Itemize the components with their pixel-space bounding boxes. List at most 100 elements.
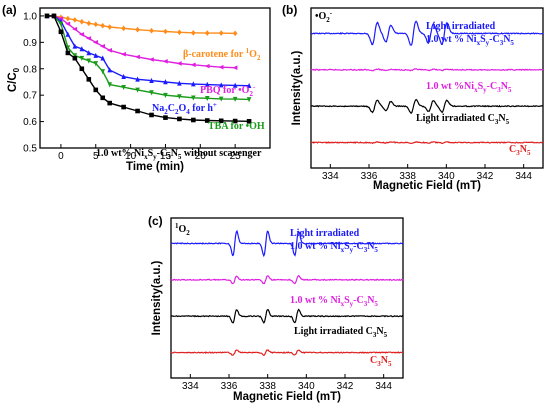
panel-c-species: 1O2 (175, 222, 190, 237)
panel-a-ticks: 0 5 10 15 20 25 0.5 0.6 0.7 0.8 0.9 1.0 (23, 11, 241, 162)
data-point (121, 104, 126, 110)
data-point (58, 21, 64, 27)
series-pbq-for-o (44, 13, 238, 70)
data-point (65, 45, 71, 51)
data-point (65, 31, 71, 37)
series-1-0-wt-nixsy-c3n5-without-scavenger (44, 13, 252, 124)
data-point (121, 25, 126, 32)
data-point (72, 43, 78, 49)
panel-a-ytick-label: 0.8 (23, 64, 37, 75)
data-point (106, 47, 112, 53)
series-light-irradiated-1-0-wt-nixsy-c3n5 (170, 229, 404, 258)
panel-b-xtick-label: 344 (515, 171, 532, 182)
data-point (79, 46, 85, 52)
data-point (92, 40, 99, 45)
panel-a-frame (39, 7, 271, 149)
data-point (107, 82, 112, 88)
data-point (191, 81, 196, 87)
panel-b-legend-nisc3n5: 1.0 wt %NixSy-C3N5 (426, 81, 512, 94)
panel-c-legend-light-nisc3n5-2: 1.0 wt % NixSy-C3N5 (290, 241, 378, 254)
data-point (191, 95, 196, 101)
panel-b-ylabel: Intensity(a.u.) (291, 50, 303, 125)
data-point (72, 55, 78, 61)
data-point (121, 84, 126, 91)
data-point (58, 29, 64, 35)
data-point (135, 87, 140, 93)
data-point (163, 92, 168, 98)
panel-a-series (44, 13, 252, 124)
data-point (177, 116, 182, 122)
panel-c-legend-c3n5: C3N5 (370, 355, 392, 368)
data-point (190, 62, 196, 68)
panel-c-xtick-label: 338 (259, 381, 276, 392)
panel-a-xlabel: Time (min) (126, 161, 184, 173)
data-point (65, 50, 71, 56)
data-point (86, 77, 92, 82)
panel-b-xtick-label: 336 (361, 171, 378, 182)
data-point (86, 50, 92, 56)
data-point (218, 96, 224, 102)
data-point (135, 26, 140, 33)
data-point (177, 29, 182, 36)
panel-b-legend-light-nisc3n5-2: 1.0 wt % NixSy-C3N5 (426, 34, 514, 47)
data-point (246, 82, 252, 88)
panel-b-legend-light-c3n5: Light irradiated C3N5 (416, 113, 510, 126)
data-point (79, 66, 85, 72)
panel-a-label: (a) (2, 3, 17, 17)
data-point (218, 82, 224, 88)
data-point (93, 52, 99, 58)
data-point (176, 61, 182, 66)
data-point (162, 59, 168, 64)
annotation-tba: TBA for •OH (208, 121, 265, 132)
panel-c-xtick-label: 342 (337, 381, 354, 392)
panel-c-series (170, 229, 404, 357)
data-point (120, 51, 126, 57)
data-point (100, 95, 106, 101)
panel-c-xtick-label: 344 (375, 381, 392, 392)
panel-a-xtick-label: 10 (125, 151, 137, 162)
panel-b-label: (b) (282, 3, 297, 17)
series-light-irradiated-1-0-wt-nixsy-c3n5 (310, 20, 544, 46)
annotation-beta-carotene: β-carotene for 1O2 (183, 47, 261, 62)
panel-c-legend-nisc3n5: 1.0 wt % NixSy-C3N5 (290, 295, 378, 308)
panel-c-legend-light-c3n5: Light irradiated C3N5 (294, 326, 388, 339)
panel-b-xtick-label: 340 (438, 171, 455, 182)
data-point (99, 44, 106, 49)
panel-c-xtick-label: 336 (221, 381, 238, 392)
data-point (93, 21, 99, 28)
data-point (191, 117, 196, 123)
data-point (107, 67, 112, 73)
panel-c-label: (c) (148, 214, 163, 228)
data-point (149, 77, 154, 83)
panel-c-ticks: 334 336 338 340 342 344 (182, 374, 392, 392)
data-point (100, 69, 106, 75)
data-point (149, 27, 154, 34)
panel-b: (b) •O2- 334 336 338 340 342 344 Magnetic Fie… (282, 3, 544, 192)
data-point (93, 61, 99, 67)
panel-c-xtick-label: 334 (182, 381, 199, 392)
annotation-na2c2o4: Na2C2O4 for h+ (152, 101, 217, 116)
series-line-tba-for-oh (47, 15, 250, 101)
series-1-0-wt-nixsy-c3n5 (310, 68, 544, 72)
data-point (149, 90, 154, 96)
data-point (86, 58, 92, 64)
series-c3n5 (310, 140, 544, 145)
data-point (232, 96, 238, 102)
data-point (107, 24, 112, 30)
panel-a-ytick-label: 0.6 (23, 117, 37, 128)
panel-a-ytick-label: 0.7 (23, 91, 37, 102)
data-point (232, 30, 238, 37)
panel-a: (a) 0 5 10 15 20 25 0.5 0.6 0.7 0.8 0.9 1.0 Time (m… (2, 3, 271, 173)
panel-a-xtick-label: 5 (93, 151, 99, 162)
data-point (204, 118, 210, 123)
data-point (135, 108, 140, 114)
series-c3n5 (170, 349, 404, 357)
panel-a-ytick-label: 0.9 (23, 38, 37, 49)
data-point (79, 18, 85, 25)
data-point (93, 87, 99, 93)
data-point (58, 16, 64, 21)
panel-b-ticks: 334 336 338 340 342 344 (322, 164, 532, 182)
panel-c-legend-light-nisc3n5-1: Light irradiated (290, 228, 360, 239)
data-point (163, 115, 168, 120)
data-point (218, 118, 224, 124)
